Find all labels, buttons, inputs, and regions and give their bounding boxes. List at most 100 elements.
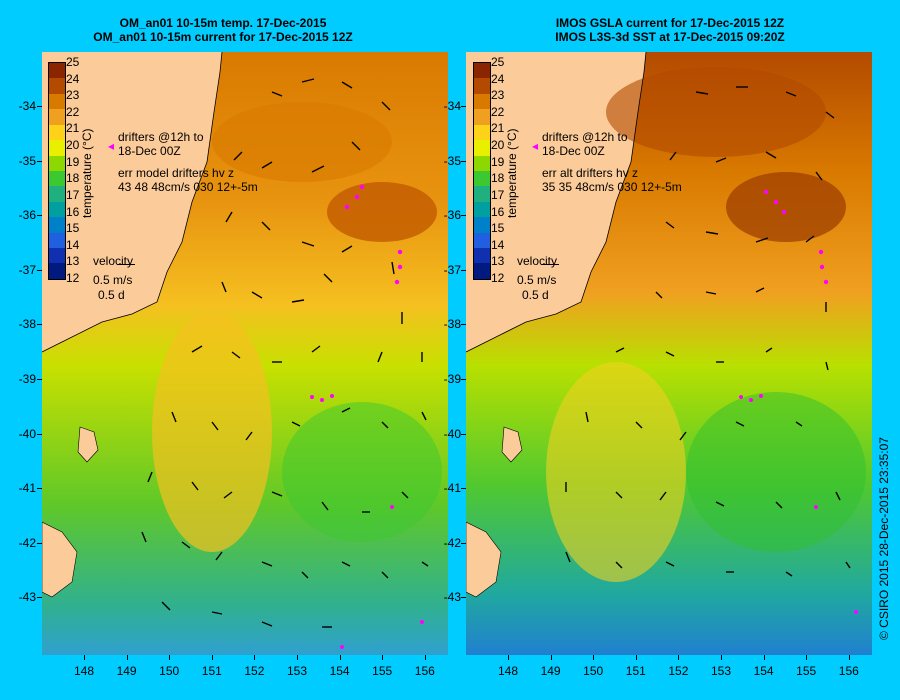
colorbar-swatch: [49, 248, 65, 264]
colorbar-swatch: [474, 217, 490, 233]
x-tick-mark: [635, 655, 637, 660]
x-tick-label: 148: [497, 664, 519, 678]
left-title-line2: OM_an01 10-15m current for 17-Dec-2015 1…: [93, 30, 353, 44]
colorbar-label: 24: [491, 71, 505, 86]
err-legend-line1: err alt drifters hv z: [542, 166, 639, 180]
y-tick-label: -38: [18, 317, 36, 332]
colorbar-swatch: [49, 140, 65, 156]
velocity-speed: 0.5 m/s: [517, 273, 557, 287]
colorbar-label: 12: [66, 271, 80, 285]
colorbar-swatch: [474, 63, 490, 79]
drifter-legend-line1: drifters @12h to: [118, 130, 204, 144]
current-vectors: [141, 78, 429, 628]
colorbar-labels: 25 24 23 22 21 20 19 18 17 16 15 14 13 12: [66, 55, 92, 285]
left-map-panel: [42, 52, 448, 655]
x-tick-label: 149: [116, 664, 137, 678]
colorbar-label: 17: [66, 187, 80, 202]
colorbar-label: 16: [66, 204, 80, 219]
x-tick-mark: [339, 655, 341, 660]
y-tick-mark: [461, 106, 466, 107]
drifter-tracks: [310, 184, 424, 649]
colorbar-label: 14: [66, 237, 80, 252]
y-tick-label: -39: [18, 372, 36, 386]
drifter-legend-arrow-icon: ◂: [532, 139, 539, 153]
x-tick-mark: [382, 655, 384, 660]
drifter-legend-line2: 18-Dec 00Z: [542, 144, 605, 158]
colorbar-label: 21: [491, 121, 505, 136]
x-tick-label: 150: [583, 664, 604, 678]
warm-eddy: [726, 172, 846, 242]
y-tick-label: -40: [18, 426, 36, 441]
colorbar-swatch: [49, 124, 65, 141]
colorbar-swatch: [49, 170, 65, 187]
colorbar-label: 12: [491, 271, 505, 285]
left-title-line1: OM_an01 10-15m temp. 17-Dec-2015: [119, 16, 327, 30]
y-tick-label: -36: [443, 208, 461, 223]
x-tick-label: 153: [286, 664, 308, 678]
x-tick-mark: [211, 655, 213, 660]
velocity-arrow-icon: [117, 264, 135, 265]
y-tick-mark: [461, 160, 466, 162]
drifter-legend-arrow-icon: ◂: [108, 139, 115, 153]
y-tick-label: -42: [443, 535, 461, 550]
y-tick-mark: [461, 542, 466, 544]
colorbar-swatch: [49, 78, 65, 94]
x-tick-label: 152: [668, 664, 689, 678]
colorbar-swatch: [474, 140, 490, 156]
colorbar-label: 23: [491, 88, 505, 103]
colorbar-swatch: [49, 93, 65, 110]
current-vectors: [565, 86, 851, 577]
x-tick-label: 155: [796, 664, 817, 678]
colorbar-label: 19: [491, 154, 505, 169]
drifter-tracks: [739, 189, 858, 614]
tasmania-island: [42, 521, 78, 598]
right-panel-title: IMOS GSLA current for 17-Dec-2015 12Z IM…: [455, 16, 885, 44]
colorbar-swatch: [49, 109, 65, 125]
y-tick-label: -38: [443, 317, 461, 332]
y-tick-label: -37: [443, 262, 461, 277]
y-tick-label: -43: [18, 590, 36, 605]
colorbar-swatch: [49, 63, 65, 79]
left-panel-title: OM_an01 10-15m temp. 17-Dec-2015 OM_an01…: [8, 16, 438, 44]
x-tick-label: 156: [414, 664, 435, 678]
coastline: [466, 52, 647, 353]
y-tick-mark: [37, 269, 42, 271]
x-tick-mark: [169, 655, 171, 660]
right-map-panel: [466, 52, 872, 655]
green-region: [282, 402, 442, 542]
y-tick-mark: [461, 324, 466, 326]
x-tick-mark: [848, 655, 850, 660]
colorbar-swatch: [474, 232, 490, 249]
y-tick-label: -34: [18, 99, 36, 113]
colorbar-swatch: [49, 232, 65, 249]
velocity-time: 0.5 d: [98, 288, 125, 302]
x-tick-mark: [550, 655, 552, 660]
colorbar-swatches: [49, 63, 65, 279]
y-tick-label: -37: [18, 262, 36, 277]
x-tick-label: 150: [159, 664, 180, 678]
velocity-time: 0.5 d: [522, 288, 549, 302]
y-tick-label: -35: [443, 153, 461, 168]
err-legend-line1: err model drifters hv z: [118, 166, 235, 180]
y-tick-mark: [461, 488, 466, 490]
colorbar-swatch: [474, 201, 490, 218]
colorbar-title: temperature (°C): [80, 128, 94, 219]
x-tick-mark: [126, 655, 128, 660]
colorbar-label: 20: [66, 138, 80, 153]
yellow-tongue: [152, 312, 272, 552]
colorbar-label: 22: [66, 104, 80, 119]
colorbar-label: 13: [66, 254, 80, 269]
y-tick-mark: [461, 379, 466, 380]
y-tick-label: -41: [443, 481, 461, 496]
colorbar-swatches: [474, 63, 490, 279]
x-tick-label: 151: [625, 664, 646, 678]
right-title-line2: IMOS L3S-3d SST at 17-Dec-2015 09:20Z: [555, 30, 785, 44]
colorbar-swatch: [474, 109, 490, 125]
colorbar-label: 15: [66, 221, 80, 236]
colorbar-label: 16: [491, 204, 505, 219]
colorbar-swatch: [49, 201, 65, 218]
x-tick-label: 148: [73, 664, 95, 678]
x-tick-mark: [254, 655, 256, 660]
x-tick-mark: [721, 655, 722, 660]
colorbar-swatch: [49, 217, 65, 233]
